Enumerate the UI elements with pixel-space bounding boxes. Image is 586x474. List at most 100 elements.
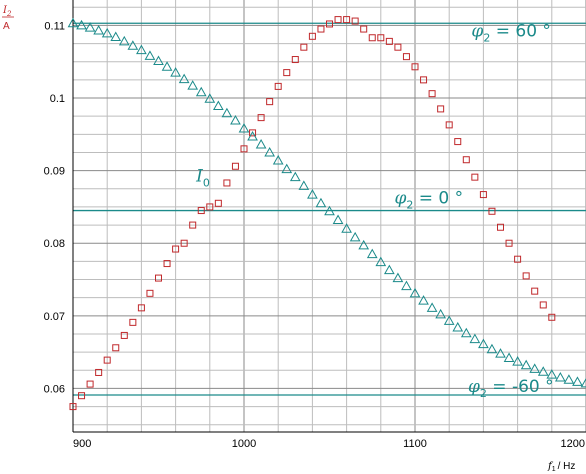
data-point-triangle [93,24,105,35]
data-point-square [112,344,120,352]
y-tick-label: 0.07 [44,311,65,323]
data-point-square [189,221,197,229]
data-point-square [360,25,368,33]
x-tick-label: 1200 [561,438,585,450]
x-tick-label: 1000 [232,438,256,450]
data-point-triangle [289,171,301,182]
data-point-square [291,56,299,64]
data-point-triangle [554,372,566,382]
data-point-triangle [187,80,199,90]
data-point-square [146,289,154,297]
data-point-triangle [110,31,122,42]
data-point-triangle [529,363,541,373]
data-point-square [86,380,94,388]
data-point-square [531,287,539,295]
data-point-square [266,98,274,106]
data-point-triangle [383,264,395,275]
data-point-triangle [195,86,207,97]
grid-layer [72,0,586,432]
data-point-square [454,138,462,146]
y-tick-label: 0.08 [44,238,65,250]
data-point-triangle [401,280,412,291]
data-point-square [231,162,239,170]
data-point-triangle [84,22,96,32]
data-point-square [206,203,214,211]
x-tick-label: 900 [73,438,91,450]
annotation-label: I0 [195,167,210,190]
data-point-triangle [230,115,241,125]
data-point-square [479,191,487,199]
data-point-triangle [332,214,344,224]
data-point-square [368,34,376,42]
data-point-triangle [144,50,156,60]
data-point-square [411,63,419,71]
data-point-triangle [375,256,387,267]
annotation-label: φ2 = 0 ° [394,188,463,211]
data-point-square [514,255,522,263]
data-point-triangle [486,343,498,354]
data-point-square [462,156,470,164]
data-point-square [214,199,222,207]
data-point-triangle [358,239,370,250]
data-point-square [155,274,162,282]
annotation-layer: φ2 = 60 ° φ2 = 0 ° φ2 = -60 ° I0 [195,21,554,400]
data-point-triangle [315,197,327,208]
y-axis-label-unit: A [3,21,10,32]
y-tick-label: 0.06 [44,383,65,395]
data-point-square [180,239,188,247]
data-point-triangle [161,61,173,71]
y-axis-label: I2 A [2,5,14,32]
data-point-triangle [307,189,318,199]
series-layer [67,16,586,411]
data-point-triangle [76,19,87,30]
data-point-triangle [136,44,147,55]
data-point-triangle [503,352,515,362]
data-point-square [274,82,282,90]
data-point-triangle [460,327,472,338]
data-point-square [69,403,77,411]
plot-area [73,0,586,432]
data-point-square [505,239,513,247]
data-point-triangle [264,146,276,157]
data-point-triangle [118,35,130,46]
annotation-label: φ2 = -60 ° [468,377,554,400]
data-point-triangle [452,321,464,332]
reference-lines [73,22,586,396]
data-point-square [317,25,325,33]
data-point-square [402,53,410,61]
data-point-triangle [238,122,250,133]
data-point-triangle [546,369,558,379]
data-point-triangle [366,248,378,259]
data-point-square [240,145,248,153]
data-point-square [283,69,291,77]
x-tick-label: 1100 [403,438,427,450]
data-point-triangle [67,17,79,28]
data-point-square [445,121,453,129]
data-point-triangle [580,377,586,388]
data-point-triangle [221,107,233,118]
x-axis-label: f1/ Hz [547,461,575,473]
data-point-square [377,34,385,42]
data-point-triangle [281,163,293,174]
data-point-square [103,356,111,364]
x-axis-label-text: f1/ Hz [547,461,575,473]
data-point-triangle [153,55,164,65]
data-point-triangle [212,100,224,111]
data-point-triangle [204,93,216,103]
data-point-triangle [178,73,190,84]
data-point-square [197,207,205,215]
y-tick-label: 0.1 [50,93,65,105]
data-point-triangle [469,333,481,344]
data-point-square [308,32,316,40]
data-point-square [343,16,351,24]
data-point-square [548,313,556,321]
data-point-square [78,392,86,400]
axis-layer: 0.06 0.07 0.08 0.09 0.1 0.11 900 1000 1100 1200 [44,0,586,450]
data-point-square [385,37,393,45]
data-point-triangle [512,356,523,366]
data-point-triangle [426,302,438,312]
y-axis-label-symbol: I2 [2,5,12,18]
data-point-square [300,43,308,51]
data-point-square [437,105,445,113]
